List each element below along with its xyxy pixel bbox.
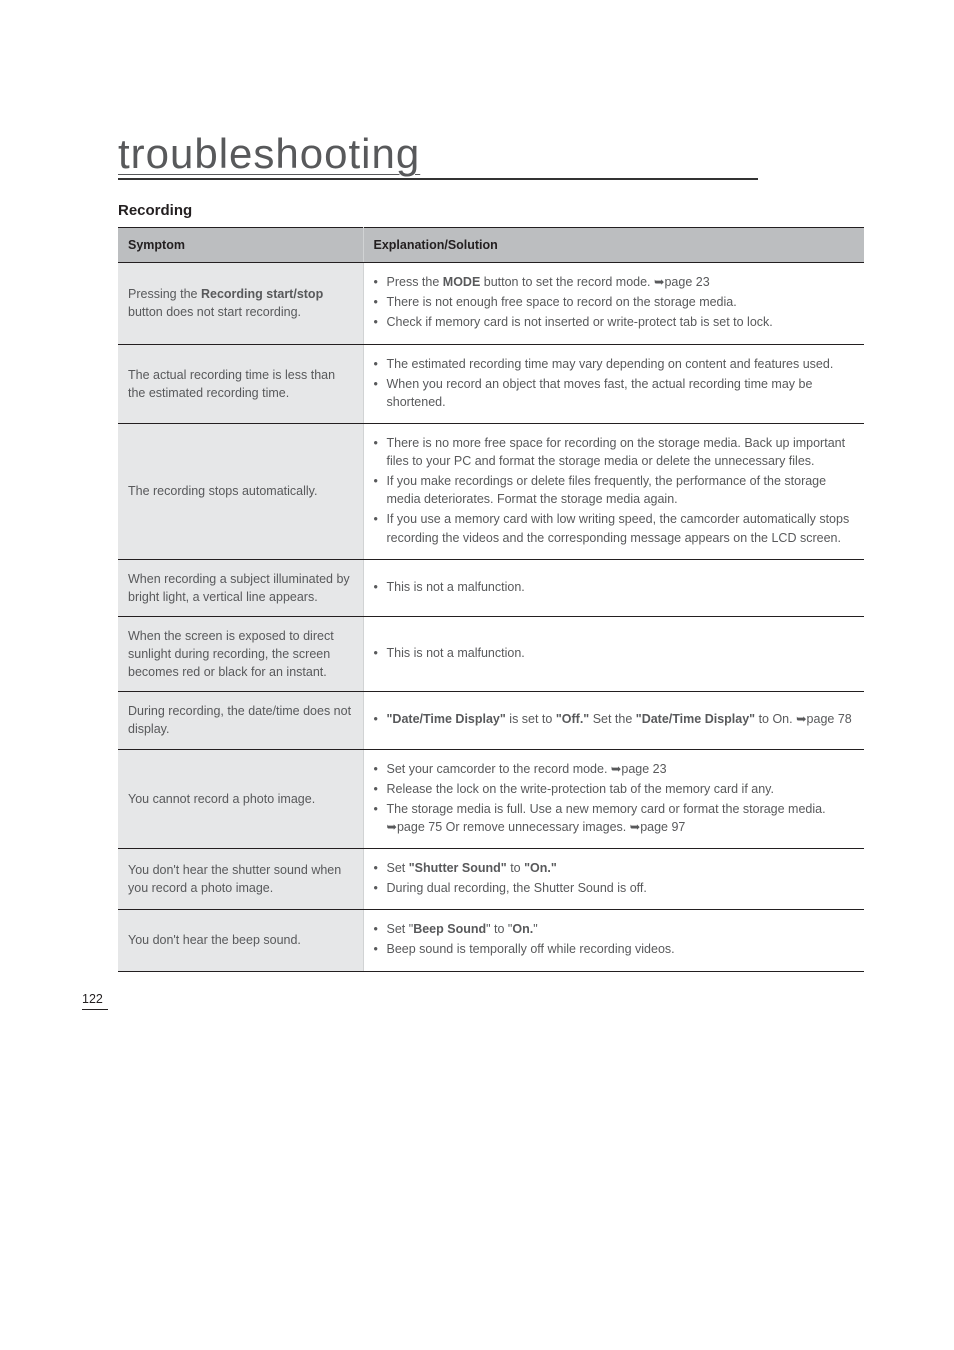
- troubleshooting-table: Symptom Explanation/Solution Pressing th…: [118, 227, 864, 972]
- solution-item: Set your camcorder to the record mode. ➥…: [374, 760, 855, 778]
- solution-list: Press the MODE button to set the record …: [374, 273, 855, 331]
- solution-list: This is not a malfunction.: [374, 578, 855, 596]
- solution-list: Set your camcorder to the record mode. ➥…: [374, 760, 855, 837]
- solution-item: If you make recordings or delete files f…: [374, 472, 855, 508]
- solution-item: Beep sound is temporally off while recor…: [374, 940, 855, 958]
- solution-item: The estimated recording time may vary de…: [374, 355, 855, 373]
- table-row: During recording, the date/time does not…: [118, 692, 864, 749]
- solution-list: Set "Beep Sound" to "On." Beep sound is t…: [374, 920, 855, 958]
- page-number: 122: [82, 992, 108, 1010]
- symptom-cell: During recording, the date/time does not…: [118, 692, 363, 749]
- solution-cell: Press the MODE button to set the record …: [363, 263, 864, 344]
- solution-cell: This is not a malfunction.: [363, 616, 864, 691]
- symptom-cell: You don't hear the shutter sound when yo…: [118, 849, 363, 910]
- table-row: The actual recording time is less than t…: [118, 344, 864, 423]
- table-row: When the screen is exposed to direct sun…: [118, 616, 864, 691]
- solution-cell: Set "Shutter Sound" to "On." During dual …: [363, 849, 864, 910]
- solution-item: This is not a malfunction.: [374, 644, 855, 662]
- solution-list: The estimated recording time may vary de…: [374, 355, 855, 411]
- solution-cell: "Date/Time Display" is set to "Off." Set…: [363, 692, 864, 749]
- solution-item: There is no more free space for recordin…: [374, 434, 855, 470]
- symptom-cell: The recording stops automatically.: [118, 423, 363, 559]
- solution-item: "Date/Time Display" is set to "Off." Set…: [374, 710, 855, 728]
- solution-cell: Set "Beep Sound" to "On." Beep sound is t…: [363, 910, 864, 971]
- solution-item: Check if memory card is not inserted or …: [374, 313, 855, 331]
- symptom-cell: Pressing the Recording start/stop button…: [118, 263, 363, 344]
- solution-cell: There is no more free space for recordin…: [363, 423, 864, 559]
- symptom-cell: The actual recording time is less than t…: [118, 344, 363, 423]
- solution-item: The storage media is full. Use a new mem…: [374, 800, 855, 836]
- symptom-cell: When the screen is exposed to direct sun…: [118, 616, 363, 691]
- table-row: You don't hear the beep sound. Set "Beep …: [118, 910, 864, 971]
- table-row: The recording stops automatically. There …: [118, 423, 864, 559]
- solution-item: Set "Shutter Sound" to "On.": [374, 859, 855, 877]
- solution-list: "Date/Time Display" is set to "Off." Set…: [374, 710, 855, 728]
- solution-cell: Set your camcorder to the record mode. ➥…: [363, 749, 864, 849]
- solution-list: There is no more free space for recordin…: [374, 434, 855, 547]
- solution-cell: This is not a malfunction.: [363, 559, 864, 616]
- solution-list: Set "Shutter Sound" to "On." During dual …: [374, 859, 855, 897]
- solution-item: This is not a malfunction.: [374, 578, 855, 596]
- table-row: You don't hear the shutter sound when yo…: [118, 849, 864, 910]
- col-header-solution: Explanation/Solution: [363, 228, 864, 263]
- solution-item: During dual recording, the Shutter Sound…: [374, 879, 855, 897]
- solution-item: When you record an object that moves fas…: [374, 375, 855, 411]
- solution-item: Set "Beep Sound" to "On.": [374, 920, 855, 938]
- symptom-cell: You cannot record a photo image.: [118, 749, 363, 849]
- col-header-symptom: Symptom: [118, 228, 363, 263]
- table-row: Pressing the Recording start/stop button…: [118, 263, 864, 344]
- solution-item: If you use a memory card with low writin…: [374, 510, 855, 546]
- table-row: You cannot record a photo image. Set your…: [118, 749, 864, 849]
- solution-cell: The estimated recording time may vary de…: [363, 344, 864, 423]
- table-row: When recording a subject illuminated by …: [118, 559, 864, 616]
- page-title: troubleshooting: [118, 130, 758, 178]
- solution-item: Release the lock on the write-protection…: [374, 780, 855, 798]
- solution-item: Press the MODE button to set the record …: [374, 273, 855, 291]
- symptom-cell: When recording a subject illuminated by …: [118, 559, 363, 616]
- solution-item: There is not enough free space to record…: [374, 293, 855, 311]
- solution-list: This is not a malfunction.: [374, 644, 855, 662]
- symptom-cell: You don't hear the beep sound.: [118, 910, 363, 971]
- section-heading: Recording: [118, 202, 864, 219]
